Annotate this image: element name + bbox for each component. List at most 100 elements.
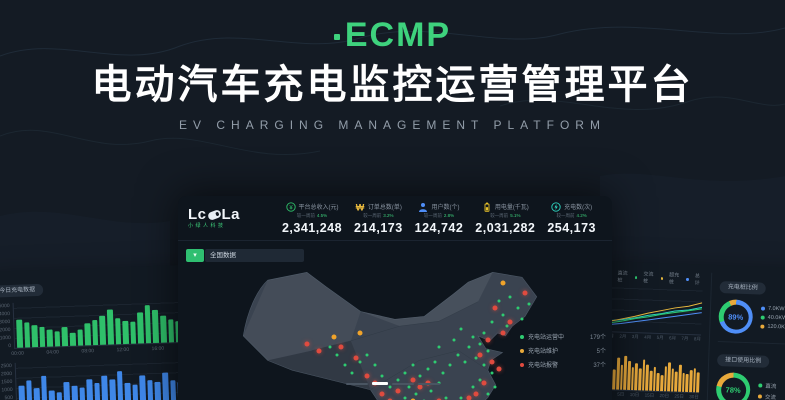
station-dot[interactable] xyxy=(490,371,494,375)
station-dot[interactable] xyxy=(459,396,463,400)
station-dot[interactable] xyxy=(516,306,520,310)
station-dot[interactable] xyxy=(467,345,471,349)
trend-line xyxy=(607,312,702,326)
charge-bolt-icon xyxy=(551,201,561,212)
station-dot[interactable] xyxy=(437,345,441,349)
bar xyxy=(86,379,93,400)
bar xyxy=(109,379,116,400)
station-dot[interactable] xyxy=(500,280,506,286)
station-dot[interactable] xyxy=(358,360,362,364)
station-dot[interactable] xyxy=(365,353,369,357)
station-dot[interactable] xyxy=(328,345,332,349)
station-dot[interactable] xyxy=(417,384,423,390)
tick-label: 00:00 xyxy=(11,350,24,357)
station-dot[interactable] xyxy=(459,327,463,331)
station-dot[interactable] xyxy=(482,331,486,335)
station-dot[interactable] xyxy=(485,337,491,343)
station-dot[interactable] xyxy=(507,319,513,325)
tick-label: 2000 xyxy=(0,370,13,378)
bar xyxy=(162,372,169,400)
station-dot[interactable] xyxy=(448,363,452,367)
map-canvas[interactable] xyxy=(202,243,578,400)
station-dot[interactable] xyxy=(387,398,393,400)
station-dot[interactable] xyxy=(520,317,524,321)
station-dot[interactable] xyxy=(410,398,416,400)
hero-section: ECMP 电动汽车充电监控运营管理平台 EV CHARGING MANAGEME… xyxy=(0,16,785,132)
station-dot[interactable] xyxy=(474,356,478,360)
legend-value: 37个 xyxy=(593,363,606,369)
station-dot[interactable] xyxy=(490,320,494,324)
bar xyxy=(16,319,23,348)
station-dot[interactable] xyxy=(456,353,460,357)
stat-delta: 较一周前 2.8% xyxy=(423,212,455,218)
region-selector-button[interactable]: ▾ xyxy=(186,249,204,262)
station-dot[interactable] xyxy=(429,389,433,393)
station-dot[interactable] xyxy=(403,371,407,375)
station-dot[interactable] xyxy=(466,395,472,400)
station-dot[interactable] xyxy=(505,324,509,328)
station-dot[interactable] xyxy=(493,385,497,389)
station-dot[interactable] xyxy=(497,299,501,303)
station-dot[interactable] xyxy=(335,353,339,357)
station-dot[interactable] xyxy=(436,398,442,400)
station-dot[interactable] xyxy=(426,367,430,371)
station-dot[interactable] xyxy=(500,330,506,336)
station-dot[interactable] xyxy=(373,363,377,367)
station-dot[interactable] xyxy=(471,385,475,389)
station-dot[interactable] xyxy=(471,335,475,339)
station-dot[interactable] xyxy=(452,338,456,342)
dashboard-header: Lc La 小绿人科技 ¥ 平台总收入(元) 较一周前 4.5% 2,341,248… xyxy=(178,196,612,241)
station-dot[interactable] xyxy=(478,378,482,382)
station-dot[interactable] xyxy=(357,330,363,336)
station-dot[interactable] xyxy=(492,305,498,311)
station-dot[interactable] xyxy=(364,373,370,379)
legend-dot-icon xyxy=(660,276,664,280)
station-dot[interactable] xyxy=(388,385,392,389)
station-dot[interactable] xyxy=(395,388,401,394)
station-dot[interactable] xyxy=(463,360,467,364)
station-dot[interactable] xyxy=(481,380,487,386)
station-dot[interactable] xyxy=(304,341,310,347)
stat-delta: 较一周前 5.1% xyxy=(490,212,521,218)
station-dot[interactable] xyxy=(414,392,418,396)
station-dot[interactable] xyxy=(338,344,344,350)
station-dot[interactable] xyxy=(396,378,400,382)
station-dot[interactable] xyxy=(496,366,502,372)
station-dot[interactable] xyxy=(473,391,479,397)
station-dot[interactable] xyxy=(441,371,445,375)
station-dot[interactable] xyxy=(477,352,483,358)
station-dot[interactable] xyxy=(407,385,411,389)
station-dot[interactable] xyxy=(380,374,384,378)
station-dot[interactable] xyxy=(418,374,422,378)
station-dot[interactable] xyxy=(379,391,385,397)
station-dot[interactable] xyxy=(353,355,359,361)
bar xyxy=(18,385,25,400)
station-dot[interactable] xyxy=(411,363,415,367)
station-dot[interactable] xyxy=(343,363,347,367)
bar xyxy=(696,372,700,393)
station-dot[interactable] xyxy=(478,342,482,346)
station-dot[interactable] xyxy=(508,295,512,299)
station-dot[interactable] xyxy=(501,313,505,317)
station-dot[interactable] xyxy=(403,396,407,400)
station-dot[interactable] xyxy=(433,360,437,364)
region-selector-field[interactable]: 全国数据 xyxy=(205,249,304,262)
station-dot[interactable] xyxy=(486,392,490,396)
station-dot[interactable] xyxy=(489,359,495,365)
station-dot[interactable] xyxy=(482,363,486,367)
station-dot[interactable] xyxy=(316,348,322,354)
timeline-slider[interactable] xyxy=(346,382,440,385)
bar xyxy=(61,327,69,347)
station-dot[interactable] xyxy=(350,371,354,375)
legend-label: 交流 xyxy=(764,394,777,400)
stat-label: 充电数(次) xyxy=(564,205,593,211)
station-dot[interactable] xyxy=(410,377,416,383)
station-dot[interactable] xyxy=(527,302,531,306)
station-dot[interactable] xyxy=(444,396,448,400)
station-dot[interactable] xyxy=(486,349,490,353)
tick-label: 5000 xyxy=(0,303,10,310)
orange-bar-chart xyxy=(605,345,701,394)
station-dot[interactable] xyxy=(522,290,528,296)
station-dot[interactable] xyxy=(331,334,337,340)
